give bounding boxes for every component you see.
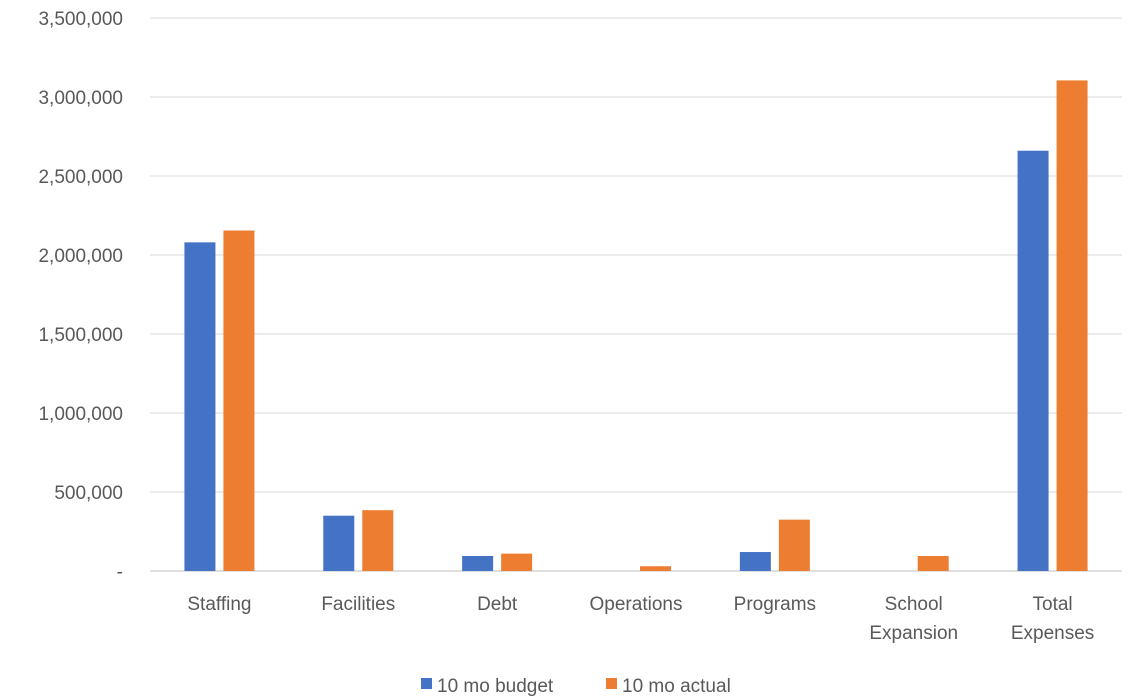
category-label: Expansion: [869, 623, 958, 644]
bar-budget: [184, 242, 216, 572]
bar-actual: [917, 555, 949, 571]
category-label: Staffing: [187, 594, 251, 615]
y-tick-label: 1,500,000: [38, 325, 123, 346]
bar-actual: [223, 230, 255, 571]
bar-budget: [739, 552, 771, 571]
legend: 10 mo budget 10 mo actual: [421, 676, 731, 697]
category-label: Operations: [590, 594, 683, 615]
category-label: School: [885, 594, 943, 615]
y-tick-label: 2,500,000: [38, 167, 123, 188]
bar-budget: [1017, 150, 1049, 571]
legend-swatch-budget: [421, 678, 432, 689]
bar-actual: [778, 519, 810, 571]
category-label: Expenses: [1011, 623, 1094, 644]
bar-actual: [1056, 80, 1088, 571]
legend-label-actual: 10 mo actual: [622, 676, 731, 697]
y-tick-label: 500,000: [54, 483, 123, 504]
bar-actual: [501, 553, 533, 571]
y-tick-label: 3,000,000: [38, 88, 123, 109]
bar-actual: [362, 510, 394, 571]
y-axis: - 500,000 1,000,000 1,500,000 2,000,000 2,500…: [38, 9, 123, 583]
y-tick-label: 2,000,000: [38, 246, 123, 267]
category-label: Facilities: [321, 594, 395, 615]
y-tick-label: 3,500,000: [38, 9, 123, 30]
legend-label-budget: 10 mo budget: [437, 676, 554, 697]
y-tick-label: 1,000,000: [38, 404, 123, 425]
x-axis: Staffing Facilities Debt Operations Programs…: [187, 594, 1094, 644]
category-label: Total: [1033, 594, 1073, 615]
category-label: Debt: [477, 594, 518, 615]
bar-actual: [640, 566, 671, 571]
bar-budget: [323, 515, 355, 571]
bars: [184, 80, 1088, 572]
gridlines: [150, 17, 1122, 572]
legend-swatch-actual: [606, 678, 617, 689]
y-tick-label: -: [117, 562, 123, 583]
category-label: Programs: [734, 594, 816, 615]
bar-budget: [462, 555, 494, 571]
